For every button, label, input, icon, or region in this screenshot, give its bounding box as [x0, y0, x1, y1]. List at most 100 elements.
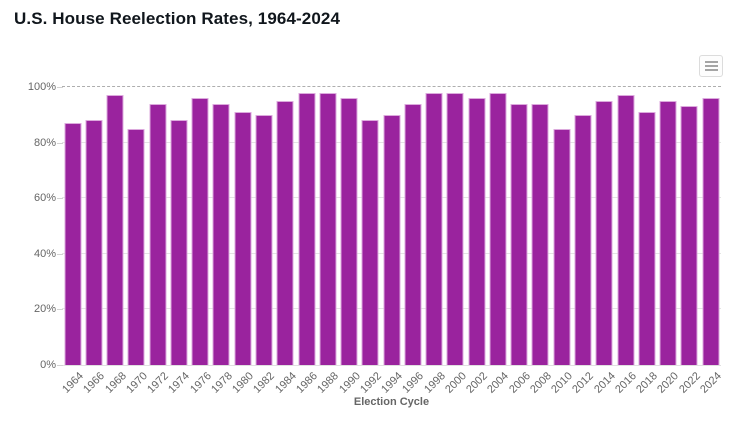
bar-slot-2022: [679, 87, 700, 365]
x-tick-label-1990: 1990: [336, 370, 363, 396]
bar-1966[interactable]: [85, 120, 103, 365]
x-tick-label-2016: 2016: [613, 370, 639, 396]
y-tick-label-60: 60%: [33, 192, 56, 205]
y-tick-mark-0: [57, 365, 63, 366]
bar-1974[interactable]: [170, 120, 188, 365]
bar-1978[interactable]: [212, 103, 230, 365]
bar-1982[interactable]: [255, 114, 273, 365]
bar-slot-1966: [83, 87, 104, 365]
bar-slot-1996: [402, 87, 423, 365]
bar-1968[interactable]: [106, 95, 124, 365]
bar-slot-1980: [232, 87, 253, 365]
bar-1996[interactable]: [404, 103, 422, 365]
bar-slot-2010: [551, 87, 572, 365]
bar-slot-2024: [700, 87, 721, 365]
bar-2012[interactable]: [574, 114, 592, 365]
bar-slot-1978: [211, 87, 232, 365]
y-tick-mark-80: [57, 142, 63, 144]
x-tick-label-1974: 1974: [166, 370, 193, 396]
bar-2004[interactable]: [489, 92, 507, 365]
bar-slot-1992: [360, 87, 381, 365]
x-tick-label-1972: 1972: [145, 370, 172, 396]
bar-slot-1974: [168, 87, 189, 365]
bar-2006[interactable]: [510, 103, 528, 365]
bar-2014[interactable]: [595, 100, 613, 365]
gridline-100: [62, 86, 721, 87]
y-axis: 0% 20% 40% 60% 80% 100%: [0, 81, 56, 371]
x-tick-label-2010: 2010: [549, 370, 576, 396]
x-tick-label-2022: 2022: [676, 370, 703, 396]
bar-slot-2012: [572, 87, 593, 365]
bar-1964[interactable]: [64, 123, 82, 365]
x-tick-label-1964: 1964: [60, 370, 87, 396]
x-tick-label-1982: 1982: [251, 370, 278, 396]
bar-slot-1994: [381, 87, 402, 365]
bar-2010[interactable]: [553, 128, 571, 365]
x-tick-label-1994: 1994: [379, 370, 405, 396]
bar-2022[interactable]: [680, 106, 698, 365]
bar-slot-2016: [615, 87, 636, 365]
x-tick-label-2014: 2014: [591, 370, 618, 396]
x-tick-label-2004: 2004: [485, 370, 512, 396]
bar-1986[interactable]: [298, 92, 316, 365]
y-tick-label-80: 80%: [33, 136, 56, 149]
bar-2020[interactable]: [659, 100, 677, 365]
x-tick-label-1980: 1980: [230, 370, 257, 396]
y-tick-label-40: 40%: [33, 247, 56, 260]
bar-slot-1976: [190, 87, 211, 365]
bar-1980[interactable]: [234, 112, 252, 365]
bar-1972[interactable]: [149, 103, 167, 365]
y-tick-mark-60: [57, 198, 63, 200]
bar-slot-2014: [594, 87, 615, 365]
bar-1988[interactable]: [319, 92, 337, 365]
y-tick-label-100: 100%: [27, 81, 56, 93]
x-tick-label-2020: 2020: [655, 370, 682, 396]
bar-slot-1990: [338, 87, 359, 365]
x-tick-label-2012: 2012: [570, 370, 597, 396]
bar-1998[interactable]: [425, 92, 443, 365]
bar-slot-2020: [657, 87, 678, 365]
bar-slot-1968: [105, 87, 126, 365]
bar-1994[interactable]: [383, 114, 401, 365]
bar-slot-1970: [126, 87, 147, 365]
x-tick-label-1978: 1978: [209, 370, 235, 396]
x-tick-label-1998: 1998: [421, 370, 448, 396]
x-tick-label-1986: 1986: [294, 370, 320, 396]
bar-2002[interactable]: [468, 98, 486, 365]
bar-slot-2018: [636, 87, 657, 365]
x-tick-label-2018: 2018: [634, 370, 661, 396]
bar-slot-1972: [147, 87, 168, 365]
bar-slot-2000: [445, 87, 466, 365]
x-tick-label-1984: 1984: [272, 370, 299, 396]
y-tick-label-20: 20%: [33, 303, 56, 316]
bar-2018[interactable]: [638, 112, 656, 365]
bar-2008[interactable]: [531, 103, 549, 365]
x-tick-label-2006: 2006: [506, 370, 533, 396]
context-menu-button[interactable]: [699, 55, 723, 77]
x-tick-label-2024: 2024: [698, 370, 724, 396]
x-tick-label-1988: 1988: [315, 370, 342, 396]
bar-slot-2004: [487, 87, 508, 365]
y-tick-mark-40: [57, 253, 63, 255]
bar-1990[interactable]: [340, 98, 358, 365]
bar-2016[interactable]: [617, 95, 635, 365]
bar-1992[interactable]: [361, 120, 379, 365]
x-tick-label-1992: 1992: [357, 370, 384, 396]
bar-slot-1984: [275, 87, 296, 365]
y-tick-label-0: 0%: [40, 359, 56, 371]
x-tick-label-1976: 1976: [187, 370, 214, 396]
y-tick-mark-100: [57, 87, 63, 88]
x-tick-label-2002: 2002: [464, 370, 491, 396]
bar-slot-1998: [424, 87, 445, 365]
bar-1984[interactable]: [276, 100, 294, 365]
x-tick-label-1966: 1966: [81, 370, 108, 396]
bar-slot-2002: [466, 87, 487, 365]
bar-1976[interactable]: [191, 98, 209, 365]
bar-2024[interactable]: [702, 98, 720, 365]
bar-1970[interactable]: [127, 128, 145, 365]
y-tick-mark-20: [57, 309, 63, 311]
bar-2000[interactable]: [446, 92, 464, 365]
x-tick-label-1968: 1968: [102, 370, 129, 396]
bar-slot-2006: [509, 87, 530, 365]
x-tick-label-1970: 1970: [124, 370, 150, 396]
